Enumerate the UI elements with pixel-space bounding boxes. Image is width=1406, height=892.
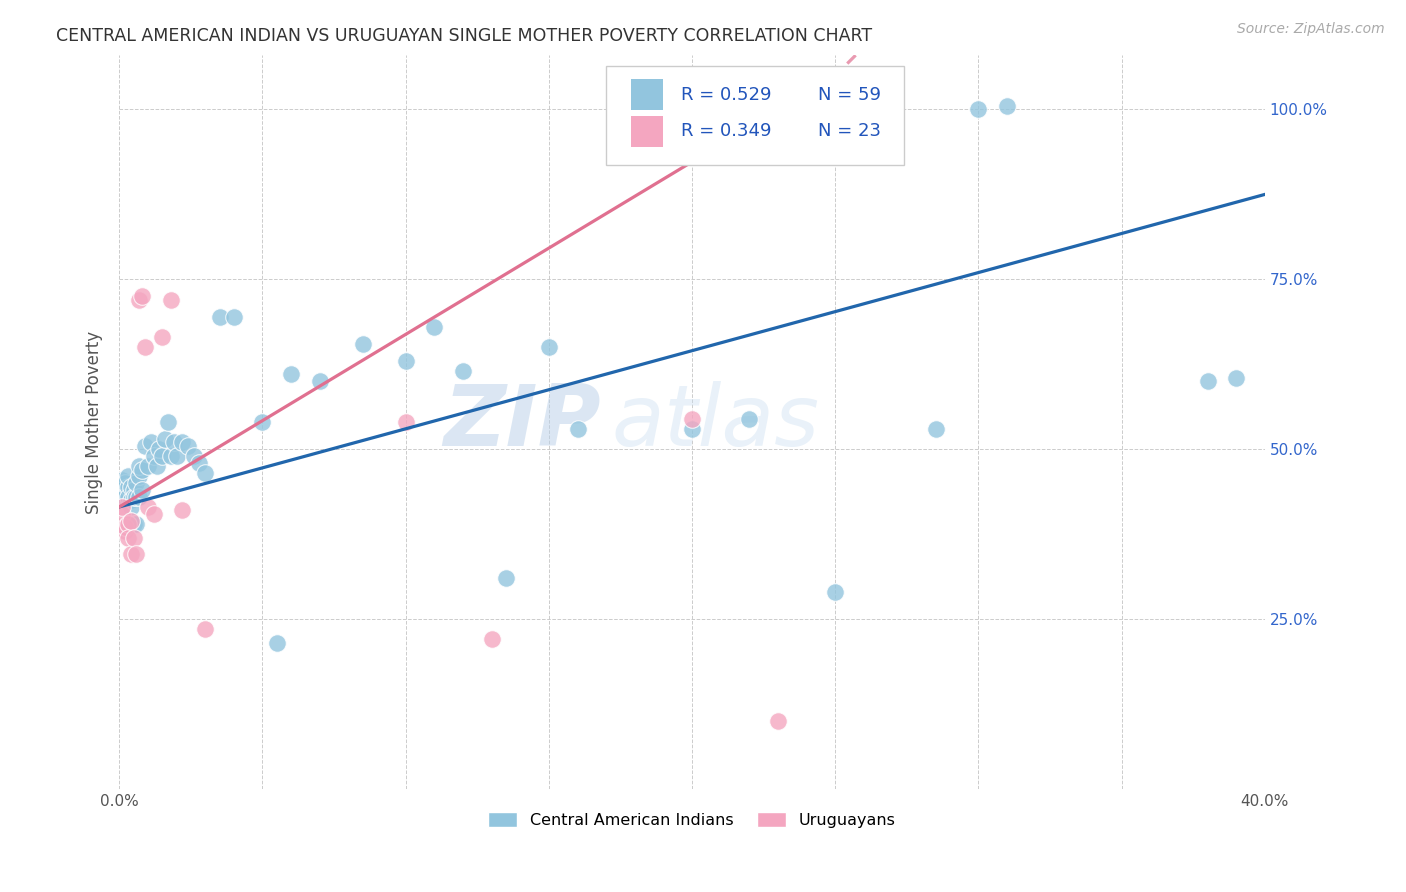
Point [995, 99, 1018, 113]
Point [824, 585, 846, 599]
Point [117, 469, 139, 483]
Point [134, 439, 156, 453]
Point [142, 507, 165, 521]
Point [145, 459, 167, 474]
Point [172, 435, 194, 450]
Text: R = 0.349: R = 0.349 [681, 122, 770, 140]
Point [117, 479, 139, 493]
Point [114, 476, 136, 491]
Point [120, 548, 142, 562]
Text: N = 59: N = 59 [818, 86, 882, 103]
Text: ZIP: ZIP [443, 381, 600, 464]
Point [122, 516, 145, 531]
Y-axis label: Single Mother Poverty: Single Mother Poverty [86, 330, 103, 514]
Point [131, 289, 153, 303]
Point [766, 714, 789, 728]
Point [395, 415, 418, 429]
Point [153, 432, 176, 446]
Point [136, 500, 159, 514]
Text: CENTRAL AMERICAN INDIAN VS URUGUAYAN SINGLE MOTHER POVERTY CORRELATION CHART: CENTRAL AMERICAN INDIAN VS URUGUAYAN SIN… [56, 27, 872, 45]
Point [120, 493, 142, 508]
Point [495, 571, 517, 585]
Point [131, 462, 153, 476]
Point [308, 374, 330, 388]
Point [139, 435, 162, 450]
Point [114, 490, 136, 504]
Point [120, 514, 142, 528]
Point [395, 354, 418, 368]
Point [134, 340, 156, 354]
Point [125, 548, 148, 562]
Point [122, 490, 145, 504]
Point [125, 476, 148, 491]
Point [111, 483, 134, 497]
Point [172, 503, 194, 517]
Point [924, 422, 946, 436]
Point [967, 103, 990, 117]
Point [163, 435, 186, 450]
Point [128, 469, 150, 483]
Point [537, 340, 560, 354]
Point [159, 293, 181, 307]
Point [136, 459, 159, 474]
Point [150, 449, 173, 463]
Point [266, 636, 288, 650]
Point [156, 415, 179, 429]
Point [567, 422, 589, 436]
Point [1225, 371, 1247, 385]
Point [222, 310, 245, 324]
Point [142, 449, 165, 463]
Point [111, 500, 134, 514]
FancyBboxPatch shape [631, 79, 664, 111]
Point [208, 310, 231, 324]
Point [117, 531, 139, 545]
Point [128, 459, 150, 474]
Point [128, 293, 150, 307]
Point [451, 364, 474, 378]
Point [125, 490, 148, 504]
Point [481, 632, 503, 647]
Point [183, 449, 205, 463]
Point [280, 368, 302, 382]
Point [111, 507, 134, 521]
Point [114, 524, 136, 538]
Point [681, 411, 703, 425]
Point [148, 442, 170, 457]
Point [423, 319, 446, 334]
Point [128, 490, 150, 504]
Point [166, 449, 188, 463]
Point [188, 456, 211, 470]
Text: N = 23: N = 23 [818, 122, 882, 140]
Point [111, 473, 134, 487]
Point [194, 466, 217, 480]
Text: R = 0.529: R = 0.529 [681, 86, 770, 103]
FancyBboxPatch shape [631, 116, 664, 147]
Point [1197, 374, 1219, 388]
Point [120, 500, 142, 514]
Point [177, 439, 200, 453]
Text: Source: ZipAtlas.com: Source: ZipAtlas.com [1237, 22, 1385, 37]
Point [681, 422, 703, 436]
Point [159, 449, 181, 463]
Point [131, 483, 153, 497]
Point [352, 337, 374, 351]
Point [194, 622, 217, 636]
Point [738, 411, 761, 425]
Point [125, 516, 148, 531]
Point [150, 330, 173, 344]
Point [114, 520, 136, 534]
Legend: Central American Indians, Uruguayans: Central American Indians, Uruguayans [481, 804, 904, 836]
Point [252, 415, 274, 429]
FancyBboxPatch shape [606, 66, 904, 165]
Point [120, 479, 142, 493]
Point [122, 531, 145, 545]
Point [117, 490, 139, 504]
Point [117, 516, 139, 531]
Text: atlas: atlas [612, 381, 820, 464]
Point [122, 483, 145, 497]
